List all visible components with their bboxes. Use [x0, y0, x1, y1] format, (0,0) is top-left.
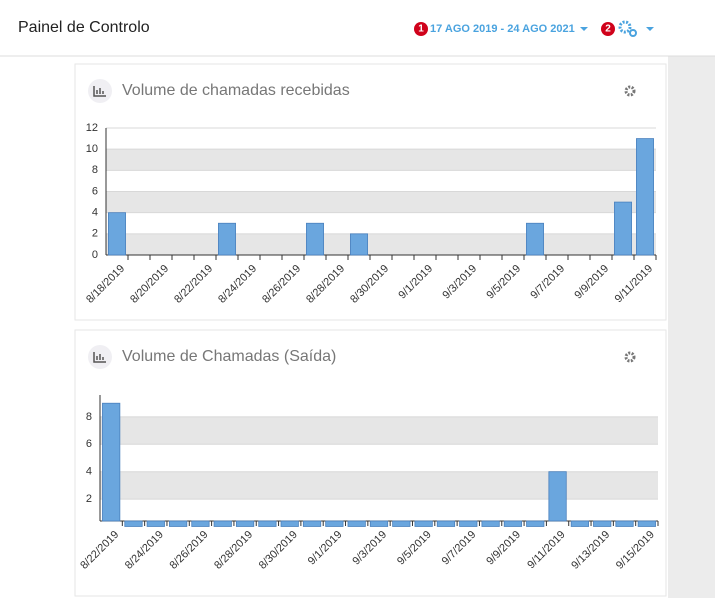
bar	[347, 520, 366, 527]
y-tick-label: 8	[86, 411, 92, 423]
chart-icon	[93, 352, 106, 363]
settings-icon[interactable]	[629, 29, 637, 37]
grid-band	[100, 416, 658, 445]
bar	[526, 222, 544, 256]
bar	[306, 222, 324, 256]
y-tick-label: 12	[86, 122, 98, 134]
badge	[601, 22, 615, 36]
y-tick-label: 2	[86, 493, 92, 505]
settings-icon[interactable]	[624, 351, 636, 363]
badge-number: 1	[418, 24, 424, 35]
bar	[218, 222, 236, 256]
settings-icon[interactable]	[624, 85, 636, 97]
y-tick-label: 6	[92, 185, 98, 197]
bar	[169, 520, 188, 527]
bar	[526, 520, 545, 527]
bar	[325, 520, 344, 527]
grid-band	[100, 471, 658, 500]
bar	[615, 520, 634, 527]
bar	[436, 520, 456, 527]
badge	[414, 22, 428, 36]
bar	[213, 520, 232, 527]
grid-band	[106, 149, 656, 171]
chart-title: Volume de Chamadas (Saída)	[122, 348, 336, 365]
badge-number: 2	[605, 24, 611, 35]
card	[74, 329, 667, 597]
bar	[503, 520, 523, 527]
page-title: Painel de Controlo	[18, 19, 150, 36]
y-tick-label: 10	[86, 143, 98, 155]
dropdown-arrow[interactable]	[646, 27, 654, 31]
bar	[414, 520, 433, 527]
bar	[369, 520, 389, 527]
bar	[280, 520, 299, 527]
side-strip	[668, 56, 715, 598]
bar	[350, 233, 368, 256]
bar	[124, 520, 143, 527]
bar	[191, 520, 210, 527]
bar	[614, 201, 632, 256]
grid-band	[106, 233, 656, 255]
bar	[636, 138, 654, 256]
bar	[108, 212, 126, 256]
y-tick-label: 8	[92, 164, 98, 176]
chart-icon	[93, 86, 106, 97]
y-tick-label: 0	[92, 249, 98, 261]
y-tick-label: 4	[92, 207, 98, 219]
bar	[459, 520, 478, 527]
bar	[392, 520, 411, 527]
date-range[interactable]: 17 AGO 2019 - 24 AGO 2021	[430, 23, 575, 35]
bar	[481, 520, 500, 527]
bar	[102, 402, 121, 522]
dropdown-arrow[interactable]	[580, 27, 588, 31]
y-tick-label: 4	[86, 466, 92, 478]
grid-band	[106, 191, 656, 213]
bar	[570, 520, 589, 527]
bar	[235, 520, 255, 527]
settings-icon[interactable]	[618, 20, 632, 34]
y-tick-label: 6	[86, 438, 92, 450]
bar	[548, 471, 567, 522]
chart-title: Volume de chamadas recebidas	[122, 82, 350, 99]
y-tick-label: 2	[92, 228, 98, 240]
bar	[637, 520, 656, 527]
bar	[593, 520, 612, 527]
bar	[302, 520, 322, 527]
bar	[146, 520, 165, 527]
header-bar	[0, 0, 715, 56]
bar	[258, 520, 277, 527]
